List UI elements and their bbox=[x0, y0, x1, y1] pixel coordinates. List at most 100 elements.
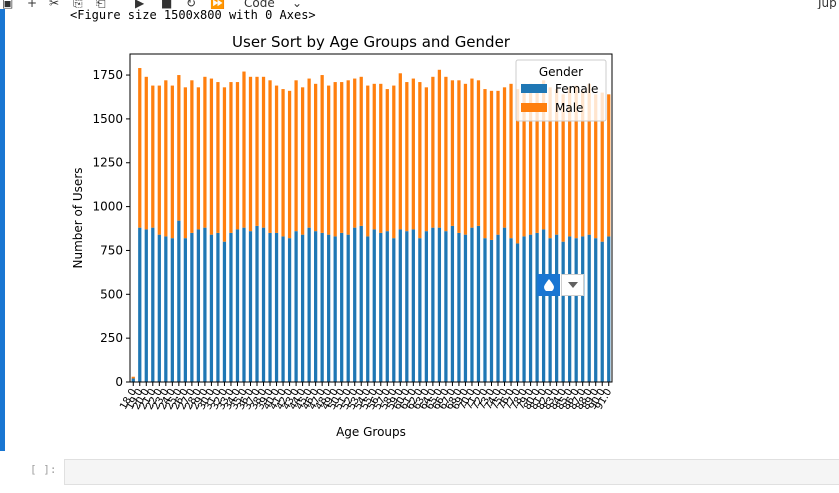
bar-male-65.0 bbox=[437, 69, 442, 228]
bar-male-24.0 bbox=[170, 85, 174, 239]
bar-male-23.0 bbox=[164, 80, 168, 237]
bar-male-28.0 bbox=[196, 87, 201, 230]
bar-female-78.0 bbox=[522, 236, 526, 382]
bar-female-66.0 bbox=[444, 231, 448, 382]
legend-swatch-male bbox=[521, 103, 547, 112]
bar-male-61.0 bbox=[411, 78, 415, 230]
bar-male-46.0 bbox=[314, 83, 318, 232]
droplet-icon[interactable] bbox=[537, 274, 560, 296]
bar-female-53.0 bbox=[359, 225, 363, 382]
bar-female-48.0 bbox=[327, 234, 331, 382]
bar-male-91.0 bbox=[607, 94, 611, 237]
chevron-down-icon[interactable] bbox=[561, 274, 584, 296]
bar-female-87.0 bbox=[581, 236, 585, 382]
bar-male-82.0 bbox=[548, 87, 552, 239]
bar-male-25.0 bbox=[177, 75, 181, 221]
bar-male-81.0 bbox=[541, 80, 546, 230]
bar-female-77.0 bbox=[515, 243, 520, 382]
paste-icon[interactable]: ⎗ bbox=[96, 0, 106, 9]
bar-female-68.0 bbox=[457, 232, 461, 382]
bar-male-34.0 bbox=[235, 82, 240, 230]
restart-icon[interactable]: ↻ bbox=[186, 0, 197, 9]
y-tick-label: 500 bbox=[100, 287, 123, 301]
bar-male-50.0 bbox=[340, 82, 344, 233]
bar-male-64.0 bbox=[431, 76, 435, 228]
bar-male-52.0 bbox=[353, 78, 357, 228]
bar-male-78.0 bbox=[522, 83, 526, 237]
bar-male-75.0 bbox=[502, 87, 507, 228]
bar-female-64.0 bbox=[431, 227, 435, 382]
bar-female-65.0 bbox=[437, 227, 442, 382]
bar-female-37.0 bbox=[255, 225, 259, 382]
copy-icon[interactable]: ⎘ bbox=[73, 0, 83, 9]
bar-female-30.0 bbox=[209, 234, 214, 382]
bar-male-85.0 bbox=[568, 87, 572, 237]
bar-female-85.0 bbox=[568, 236, 572, 382]
bar-female-32.0 bbox=[222, 241, 227, 382]
bar-female-75.0 bbox=[502, 227, 507, 382]
bar-male-36.0 bbox=[248, 76, 253, 232]
bar-male-83.0 bbox=[555, 89, 559, 235]
bar-male-21.0 bbox=[151, 85, 155, 228]
y-tick-label: 1250 bbox=[92, 156, 123, 170]
y-tick-label: 1750 bbox=[92, 68, 123, 82]
bar-female-45.0 bbox=[307, 227, 311, 382]
bar-male-84.0 bbox=[561, 94, 565, 242]
bar-male-62.0 bbox=[418, 82, 422, 239]
bar-male-86.0 bbox=[574, 85, 578, 239]
bar-female-28.0 bbox=[196, 229, 201, 382]
bar-male-79.0 bbox=[528, 83, 533, 235]
bar-female-47.0 bbox=[320, 232, 324, 382]
bar-male-87.0 bbox=[581, 90, 585, 237]
bar-female-38.0 bbox=[261, 227, 266, 382]
bar-male-51.0 bbox=[346, 80, 350, 235]
bar-male-54.0 bbox=[366, 85, 370, 237]
chevron-down-icon[interactable]: ⌄ bbox=[292, 0, 303, 9]
cut-icon[interactable]: ✂ bbox=[49, 0, 60, 9]
y-tick-label: 1000 bbox=[92, 200, 123, 214]
bar-male-38.0 bbox=[261, 76, 266, 228]
y-tick-label: 250 bbox=[100, 331, 123, 345]
stacked-bar-chart: User Sort by Age Groups and Gender 0 250 5… bbox=[71, 33, 614, 439]
restart-run-all-icon[interactable]: ⏩ bbox=[210, 0, 225, 9]
empty-code-cell[interactable] bbox=[64, 459, 839, 485]
figure-size-output: <Figure size 1500x800 with 0 Axes> bbox=[70, 8, 316, 22]
bar-male-67.0 bbox=[450, 80, 455, 226]
bar-female-22.0 bbox=[157, 234, 161, 382]
save-icon[interactable]: ▣ bbox=[2, 0, 14, 9]
bar-male-39.0 bbox=[268, 80, 272, 233]
bar-female-50.0 bbox=[340, 232, 344, 382]
bar-female-86.0 bbox=[574, 238, 578, 382]
bar-female-46.0 bbox=[314, 231, 318, 382]
bar-male-80.0 bbox=[535, 85, 539, 233]
bar-female-24.0 bbox=[170, 238, 174, 382]
bar-female-74.0 bbox=[496, 234, 500, 382]
stop-icon[interactable]: ■ bbox=[161, 0, 173, 9]
bar-female-76.0 bbox=[509, 238, 513, 382]
bar-male-68.0 bbox=[457, 80, 461, 233]
bar-female-34.0 bbox=[235, 229, 240, 382]
widget-control[interactable] bbox=[537, 274, 584, 296]
bar-female-58.0 bbox=[392, 238, 396, 382]
bar-male-33.0 bbox=[229, 82, 233, 233]
bar-female-59.0 bbox=[398, 229, 402, 382]
bar-female-19.0 bbox=[138, 227, 142, 382]
bar-female-31.0 bbox=[216, 232, 220, 382]
bar-female-84.0 bbox=[561, 241, 565, 382]
bar-female-73.0 bbox=[489, 239, 494, 382]
bar-female-51.0 bbox=[346, 234, 350, 382]
bar-female-29.0 bbox=[203, 227, 207, 382]
bar-male-20.0 bbox=[144, 76, 148, 230]
bar-male-76.0 bbox=[509, 83, 513, 239]
legend-label-female: Female bbox=[555, 82, 598, 96]
bar-female-43.0 bbox=[294, 231, 298, 382]
add-cell-icon[interactable]: + bbox=[27, 0, 38, 9]
bar-female-35.0 bbox=[242, 227, 246, 382]
y-tick-label: 1500 bbox=[92, 112, 123, 126]
bar-male-35.0 bbox=[242, 71, 246, 228]
kernel-label: Jup bbox=[818, 0, 837, 9]
bar-male-74.0 bbox=[496, 90, 500, 235]
chart-legend: Gender Female Male bbox=[515, 59, 607, 122]
cell-type-select[interactable]: Code bbox=[244, 0, 275, 9]
run-icon[interactable]: ▶ bbox=[135, 0, 145, 9]
